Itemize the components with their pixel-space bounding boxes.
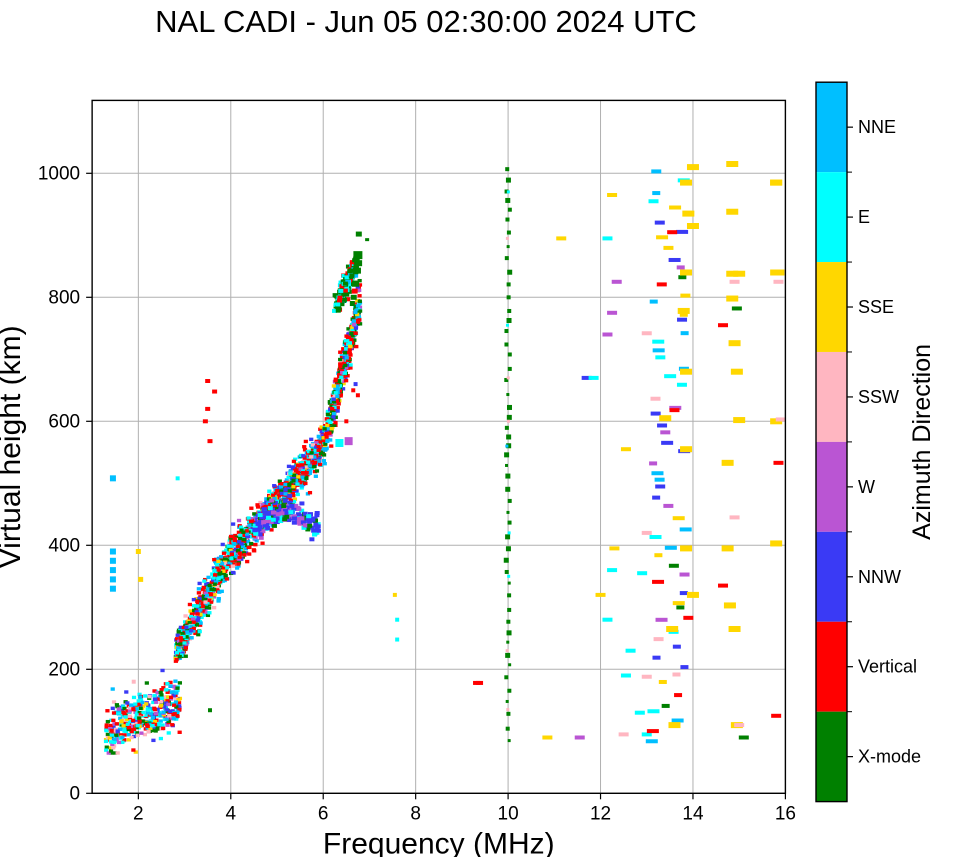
svg-text:W: W xyxy=(858,477,875,497)
svg-text:12: 12 xyxy=(590,803,611,824)
svg-text:8: 8 xyxy=(410,803,421,824)
svg-text:6: 6 xyxy=(318,803,329,824)
svg-text:4: 4 xyxy=(226,803,237,824)
svg-text:NNE: NNE xyxy=(858,117,896,137)
svg-text:Vertical: Vertical xyxy=(858,657,917,677)
svg-text:Azimuth Direction: Azimuth Direction xyxy=(908,344,936,540)
svg-text:16: 16 xyxy=(775,803,796,824)
svg-text:NNW: NNW xyxy=(858,567,901,587)
svg-text:14: 14 xyxy=(682,803,704,824)
svg-text:Virtual height (km): Virtual height (km) xyxy=(0,325,27,568)
svg-text:SSW: SSW xyxy=(858,387,899,407)
svg-text:600: 600 xyxy=(48,411,80,432)
svg-text:400: 400 xyxy=(48,535,80,556)
svg-text:SSE: SSE xyxy=(858,297,894,317)
svg-text:1000: 1000 xyxy=(38,163,80,184)
svg-text:0: 0 xyxy=(70,783,81,804)
svg-text:200: 200 xyxy=(48,659,80,680)
svg-text:E: E xyxy=(858,207,870,227)
svg-text:10: 10 xyxy=(498,803,519,824)
svg-text:2: 2 xyxy=(133,803,144,824)
svg-text:Frequency (MHz): Frequency (MHz) xyxy=(323,827,555,857)
svg-text:800: 800 xyxy=(48,287,80,308)
svg-text:X-mode: X-mode xyxy=(858,747,921,767)
